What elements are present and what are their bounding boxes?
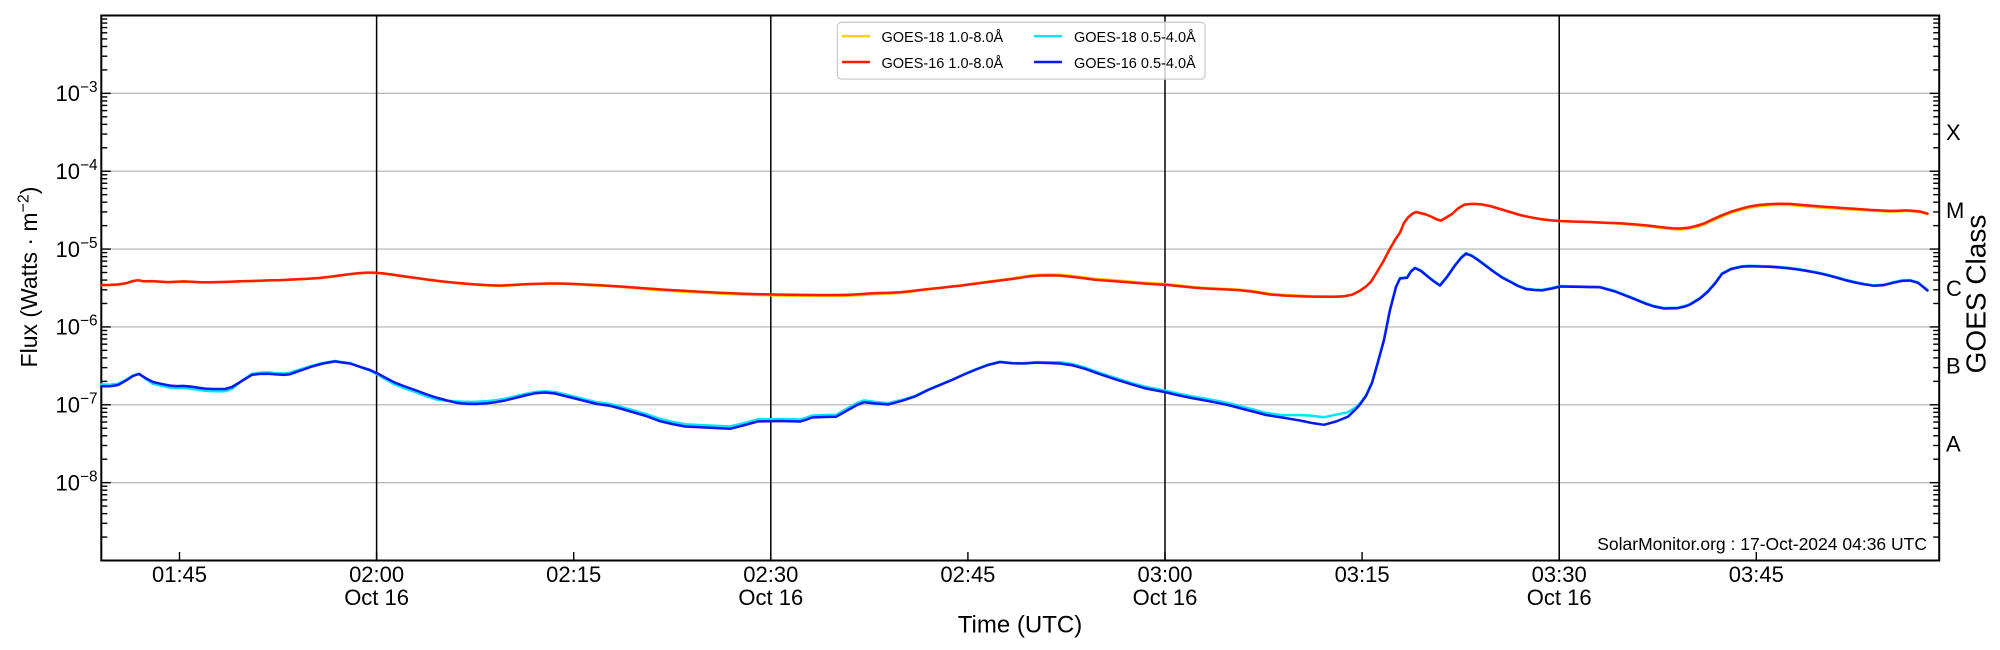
svg-text:Oct 16: Oct 16 (344, 585, 409, 610)
svg-text:GOES Class: GOES Class (1961, 215, 1992, 374)
svg-text:GOES-18 0.5-4.0Å: GOES-18 0.5-4.0Å (1074, 29, 1196, 46)
svg-text:GOES-16 1.0-8.0Å: GOES-16 1.0-8.0Å (882, 55, 1004, 72)
svg-text:03:45: 03:45 (1729, 562, 1784, 587)
svg-text:03:00: 03:00 (1137, 562, 1192, 587)
svg-text:M: M (1946, 198, 1964, 223)
svg-text:02:30: 02:30 (743, 562, 798, 587)
svg-text:Oct 16: Oct 16 (1527, 585, 1592, 610)
svg-text:C: C (1946, 276, 1962, 301)
svg-text:A: A (1946, 432, 1961, 457)
svg-text:B: B (1946, 354, 1961, 379)
svg-text:GOES-16 0.5-4.0Å: GOES-16 0.5-4.0Å (1074, 55, 1196, 72)
svg-text:GOES-18 1.0-8.0Å: GOES-18 1.0-8.0Å (882, 29, 1004, 46)
svg-text:Time (UTC): Time (UTC) (958, 612, 1082, 639)
svg-text:X: X (1946, 120, 1961, 145)
svg-text:SolarMonitor.org : 17-Oct-2024: SolarMonitor.org : 17-Oct-2024 04:36 UTC (1597, 534, 1927, 554)
svg-text:02:15: 02:15 (546, 562, 601, 587)
svg-text:03:30: 03:30 (1532, 562, 1587, 587)
svg-text:02:45: 02:45 (940, 562, 995, 587)
svg-text:Oct 16: Oct 16 (738, 585, 803, 610)
svg-text:10−3: 10−3 (56, 79, 98, 106)
svg-text:01:45: 01:45 (152, 562, 207, 587)
svg-text:10−4: 10−4 (56, 157, 98, 184)
svg-text:02:00: 02:00 (349, 562, 404, 587)
svg-text:Oct 16: Oct 16 (1133, 585, 1198, 610)
svg-text:10−6: 10−6 (56, 313, 98, 340)
svg-text:Flux (Watts · m−2): Flux (Watts · m−2) (16, 187, 43, 368)
svg-text:03:15: 03:15 (1335, 562, 1390, 587)
